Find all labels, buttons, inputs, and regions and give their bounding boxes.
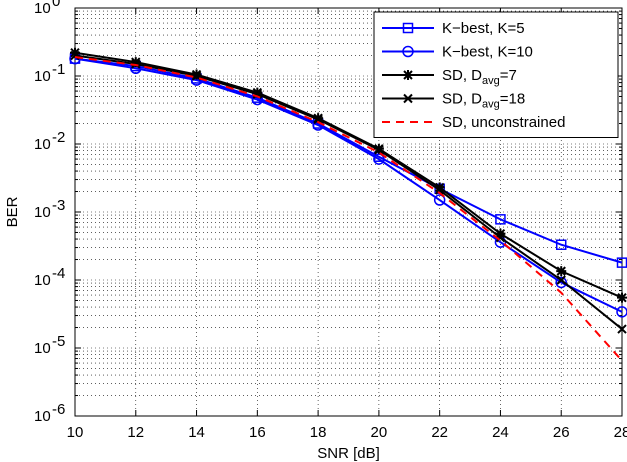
x-tick-label: 26 [553, 424, 570, 441]
x-tick-label: 28 [614, 424, 627, 441]
asterisk-marker [252, 87, 263, 98]
square-marker [402, 22, 414, 34]
y-tick-label: 10 -6 [34, 401, 65, 425]
y-tick-label-exponent: -5 [52, 333, 65, 350]
y-tick-label-base: 10 [34, 340, 51, 357]
x-tick-label: 24 [492, 424, 509, 441]
x-tick-label: 14 [188, 424, 205, 441]
y-tick-label-base: 10 [34, 204, 51, 221]
legend-item: SD, Davg=7 [382, 67, 517, 87]
series-line [74, 57, 623, 264]
x-tick-label: 16 [249, 424, 266, 441]
y-tick-label-exponent: -4 [52, 265, 65, 282]
circle-marker [373, 153, 385, 165]
legend-label: K−best, K=5 [442, 20, 525, 37]
plot-series [69, 47, 627, 362]
y-tick-label-exponent: -3 [52, 197, 65, 214]
x-marker [556, 275, 566, 285]
asterisk-marker [434, 182, 445, 193]
circle-marker [616, 306, 627, 318]
asterisk-marker [556, 266, 567, 277]
legend-item: K−best, K=5 [382, 20, 525, 37]
series-line [74, 54, 623, 330]
asterisk-marker [191, 69, 202, 80]
x-tick-label: 10 [67, 424, 84, 441]
square-marker [495, 214, 506, 225]
x-marker [495, 232, 506, 243]
legend-label: K−best, K=10 [442, 44, 533, 61]
y-tick-label-exponent: -2 [52, 129, 65, 146]
y-tick-label: 10 -5 [34, 333, 65, 357]
circle-marker [433, 194, 446, 206]
series-5 [74, 56, 623, 362]
x-marker [434, 185, 445, 195]
asterisk-marker [617, 292, 627, 303]
series-line [74, 51, 623, 299]
series-3 [70, 47, 627, 303]
axis-ticks [74, 7, 623, 417]
legend: K−best, K=5 K−best, K=10 SD, Davg=7 SD, Dav… [373, 11, 619, 138]
legend-item: K−best, K=10 [382, 44, 533, 61]
y-tick-label: 10 -1 [34, 61, 65, 85]
y-tick-label: 10 -3 [34, 197, 65, 221]
y-tick-label-exponent: -1 [52, 61, 65, 78]
x-tick-label: 20 [371, 424, 388, 441]
x-marker [617, 324, 627, 334]
x-axis-label: SNR [dB] [317, 445, 380, 462]
x-tick-labels: 10 12 14 16 18 20 22 24 26 28 [67, 424, 627, 441]
asterisk-marker [495, 228, 506, 239]
y-tick-label-base: 10 [34, 408, 51, 425]
x-tick-label: 18 [310, 424, 327, 441]
y-tick-label-base: 10 [34, 136, 51, 153]
series-line [74, 56, 623, 362]
legend-label: SD, unconstrained [442, 114, 565, 131]
x-tick-label: 12 [127, 424, 144, 441]
series-4 [70, 50, 627, 334]
y-tick-label: 10 0 [34, 0, 60, 17]
y-tick-label-base: 10 [34, 0, 51, 17]
x-marker [374, 145, 384, 155]
x-marker [403, 93, 413, 104]
asterisk-marker [70, 47, 80, 58]
legend-item: SD, Davg=18 [382, 91, 525, 111]
y-tick-label: 10 -4 [34, 265, 65, 289]
legend-item: SD, unconstrained [382, 114, 565, 131]
y-tick-label-exponent: 0 [52, 0, 60, 10]
y-tick-label-base: 10 [34, 272, 51, 289]
y-tick-label-exponent: -6 [52, 401, 65, 418]
circle-marker [402, 45, 414, 58]
legend-label: SD, Davg=18 [442, 91, 525, 111]
series-line [74, 57, 623, 313]
y-tick-label-base: 10 [34, 68, 51, 85]
legend-label: SD, Davg=7 [442, 67, 517, 87]
asterisk-marker [130, 57, 141, 68]
square-marker [555, 239, 567, 250]
circle-marker [555, 276, 567, 289]
y-axis-label: BER [4, 196, 21, 227]
x-marker [313, 114, 323, 125]
y-tick-label: 10 -2 [34, 129, 65, 153]
x-tick-label: 22 [431, 424, 448, 441]
asterisk-marker [403, 70, 413, 80]
